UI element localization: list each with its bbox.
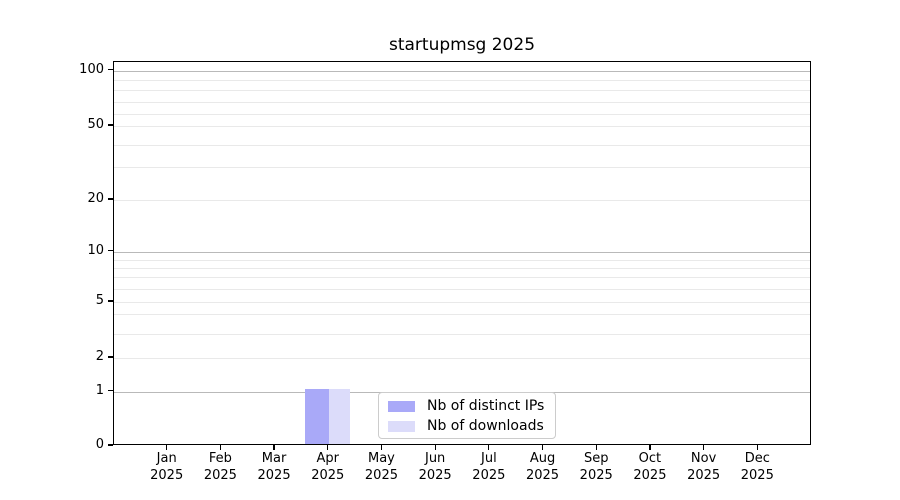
gridline-minor — [114, 80, 810, 81]
month-year-label: 2025 — [525, 467, 560, 483]
x-axis-tick-mark — [488, 445, 490, 450]
month-year-label: 2025 — [579, 467, 613, 483]
y-axis-tick-label: 1 — [95, 382, 104, 398]
gridline-minor — [114, 114, 810, 115]
month-name-label: Feb — [208, 451, 232, 466]
gridline-minor — [114, 260, 810, 261]
y-axis-tick-label: 20 — [87, 191, 104, 206]
x-axis-month-label: Jul 2025 — [459, 451, 519, 484]
x-axis-month-label: Aug 2025 — [513, 451, 573, 484]
month-year-label: 2025 — [150, 467, 184, 483]
bar-downloads — [328, 389, 351, 444]
gridline-minor — [114, 101, 810, 103]
y-axis-tick-mark — [108, 249, 113, 252]
x-axis-month-label: Nov 2025 — [674, 451, 734, 484]
x-axis-tick-mark — [434, 445, 436, 450]
x-axis-month-label: Jun 2025 — [405, 451, 465, 484]
y-axis-tick-label: 100 — [79, 61, 104, 77]
bar-distinct-ips — [305, 389, 329, 444]
month-name-label: Aug — [529, 451, 556, 466]
legend-label-distinct-ips: Nb of distinct IPs — [427, 398, 545, 414]
gridline-minor — [114, 277, 810, 278]
x-axis-tick-mark — [327, 445, 329, 450]
x-axis-tick-mark — [595, 445, 597, 450]
month-name-label: Oct — [638, 451, 662, 466]
legend-swatch-downloads — [388, 420, 415, 432]
y-axis-tick-mark — [108, 356, 113, 358]
x-axis-month-label: Feb 2025 — [190, 451, 250, 484]
x-axis-tick-mark — [219, 445, 221, 450]
x-axis-tick-mark — [380, 445, 383, 450]
month-year-label: 2025 — [633, 467, 667, 483]
legend-box: Nb of distinct IPs Nb of downloads — [378, 392, 556, 439]
x-axis-month-label: Jan 2025 — [137, 451, 197, 484]
month-year-label: 2025 — [311, 467, 345, 483]
gridline-minor — [114, 166, 810, 168]
chart-title: startupmsg 2025 — [388, 35, 536, 55]
x-axis-month-label: Sep 2025 — [566, 451, 626, 484]
y-axis-tick-label: 0 — [95, 437, 104, 452]
x-axis-month-label: May 2025 — [351, 451, 411, 484]
month-name-label: Nov — [690, 451, 717, 466]
plot-area: Nb of distinct IPs Nb of downloads — [113, 61, 811, 445]
month-year-label: 2025 — [203, 467, 237, 483]
month-year-label: 2025 — [740, 467, 774, 483]
x-axis-tick-mark — [273, 445, 275, 450]
x-axis-tick-mark — [756, 445, 758, 450]
month-name-label: Apr — [316, 451, 340, 466]
y-axis-tick-label: 5 — [95, 293, 104, 308]
gridline-major — [114, 70, 810, 72]
legend-item-downloads: Nb of downloads — [379, 416, 555, 436]
month-name-label: Sep — [583, 451, 609, 466]
month-year-label: 2025 — [687, 467, 721, 483]
month-name-label: Jan — [156, 451, 177, 466]
gridline-minor — [114, 90, 810, 91]
x-axis-month-label: Oct 2025 — [620, 451, 680, 484]
gridline-minor — [114, 302, 810, 303]
y-axis-tick-mark — [108, 300, 113, 302]
month-name-label: Dec — [744, 451, 770, 466]
gridline-minor — [114, 145, 810, 146]
month-name-label: Mar — [261, 451, 287, 466]
y-axis-tick-label: 10 — [87, 242, 104, 258]
y-axis-tick-mark — [108, 198, 113, 200]
gridline-major — [114, 251, 810, 253]
legend-label-downloads: Nb of downloads — [427, 418, 544, 434]
x-axis-month-label: Dec 2025 — [727, 451, 787, 484]
month-name-label: Jun — [424, 451, 446, 466]
x-axis-tick-mark — [649, 445, 651, 450]
month-name-label: May — [368, 451, 395, 466]
x-axis-month-label: Apr 2025 — [298, 451, 358, 484]
y-axis-tick-label: 2 — [95, 349, 104, 364]
month-year-label: 2025 — [472, 467, 506, 483]
gridline-minor — [114, 200, 810, 201]
y-axis-tick-label: 50 — [87, 117, 104, 132]
y-axis-tick-mark — [108, 444, 113, 446]
gridline-minor — [114, 289, 810, 290]
gridline-minor — [114, 358, 810, 359]
month-name-label: Jul — [481, 451, 497, 466]
y-axis-tick-mark — [108, 389, 113, 392]
gridline-minor — [114, 268, 810, 269]
gridline-minor — [114, 334, 810, 335]
y-axis-tick-mark — [108, 124, 113, 126]
legend-item-distinct-ips: Nb of distinct IPs — [379, 396, 555, 416]
gridline-minor — [114, 314, 810, 315]
x-axis-month-label: Mar 2025 — [244, 451, 304, 484]
x-axis-tick-mark — [541, 445, 544, 450]
y-axis-tick-mark — [108, 68, 113, 71]
x-axis-tick-mark — [166, 445, 168, 450]
month-year-label: 2025 — [418, 467, 452, 483]
legend-swatch-distinct-ips — [388, 400, 415, 412]
gridline-minor — [114, 126, 810, 127]
x-axis-tick-mark — [703, 445, 705, 450]
month-year-label: 2025 — [257, 467, 291, 483]
month-year-label: 2025 — [364, 467, 398, 483]
